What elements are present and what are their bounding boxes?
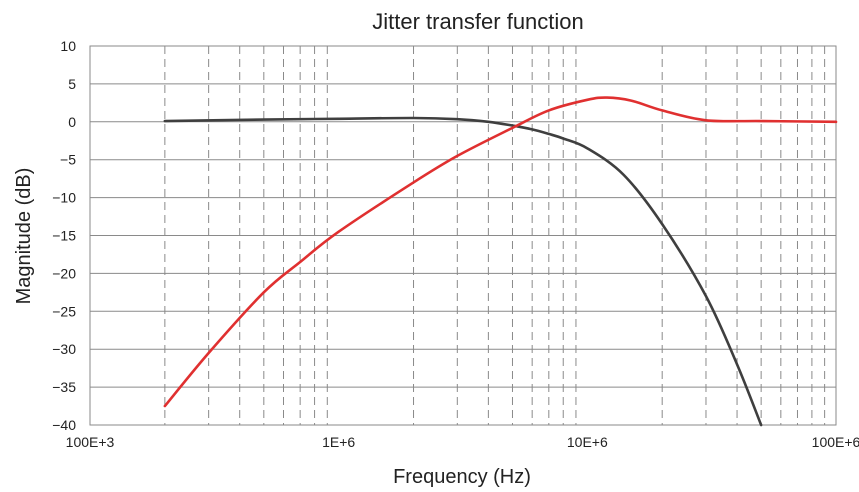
y-tick-label: −40	[52, 417, 76, 433]
y-tick-label: −25	[52, 303, 76, 319]
chart-title: Jitter transfer function	[372, 9, 584, 34]
x-tick-label: 100E+6	[812, 434, 859, 450]
y-tick-label: −15	[52, 228, 76, 244]
y-tick-label: 0	[68, 114, 76, 130]
x-tick-label: 100E+3	[66, 434, 115, 450]
x-tick-label: 10E+6	[567, 434, 608, 450]
series-line-red	[163, 96, 838, 408]
x-tick-label: 1E+6	[322, 434, 355, 450]
plot-frame	[89, 45, 837, 426]
y-tick-label: 10	[60, 38, 76, 54]
y-axis-label: Magnitude (dB)	[13, 168, 35, 305]
series-line-gray	[163, 116, 763, 427]
series-layer	[163, 96, 838, 427]
y-tick-label: 5	[68, 76, 76, 92]
x-axis-label: Frequency (Hz)	[393, 466, 531, 488]
grid-layer	[89, 45, 837, 426]
y-tick-label: −30	[52, 341, 76, 357]
y-tick-label: −5	[60, 152, 76, 168]
y-tick-label: −20	[52, 265, 76, 281]
y-tick-label: −10	[52, 190, 76, 206]
y-tick-label: −35	[52, 379, 76, 395]
